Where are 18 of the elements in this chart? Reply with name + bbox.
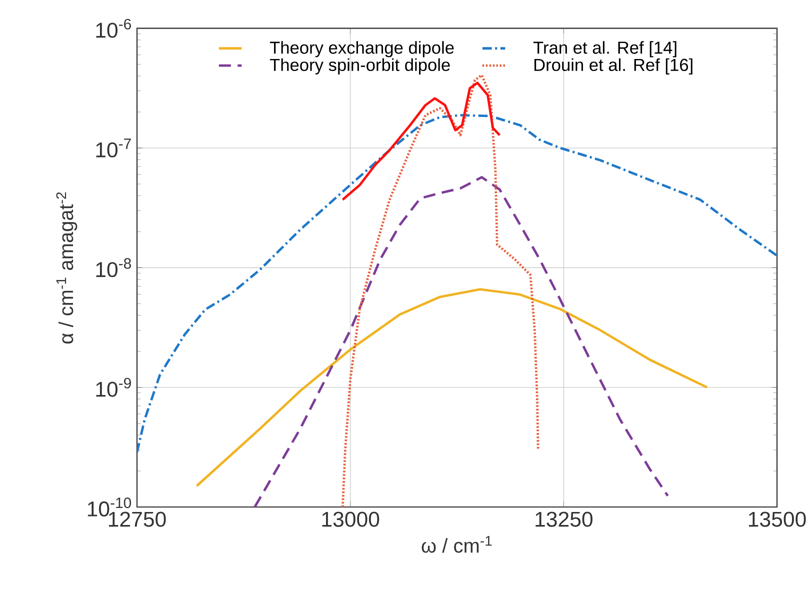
line-series <box>254 176 669 508</box>
y-tick-label: 10$^{-6}$ <box>96 18 131 38</box>
line-series <box>137 114 778 454</box>
x-tick-label: 13250 <box>536 512 592 527</box>
line-series <box>341 74 540 508</box>
x-tick-label: 13500 <box>748 512 806 527</box>
legend-label: Theory spin-orbit dipole <box>270 58 450 74</box>
y-tick-label: 10$^{-9}$ <box>96 378 131 397</box>
x-axis-title: ω / cm$^{-1}$ <box>422 536 492 553</box>
line-series <box>196 288 708 488</box>
y-tick-label: 10$^{-7}$ <box>96 138 131 158</box>
line-series <box>341 82 501 201</box>
y-tick-label: 10$^{-8}$ <box>96 258 131 278</box>
legend-label: Theory exchange dipole <box>270 41 454 58</box>
x-tick-label: 13000 <box>322 512 380 527</box>
legend-label: Drouin et al. Ref [16] <box>534 58 692 74</box>
y-axis-title: α / cm$^{-1}$ amagat$^{-2}$ <box>56 192 78 344</box>
legend-label: Tran et al. Ref [14] <box>533 41 676 58</box>
